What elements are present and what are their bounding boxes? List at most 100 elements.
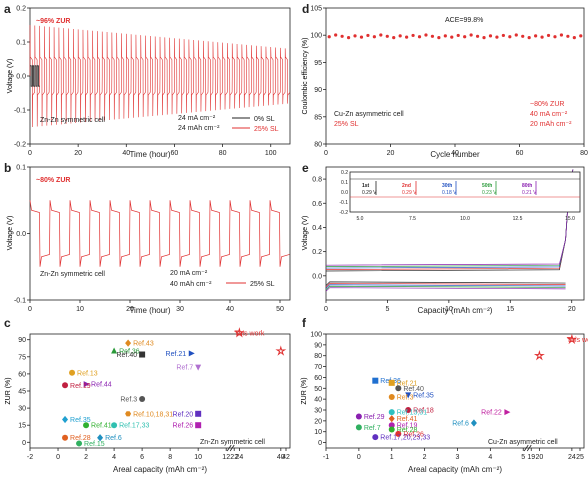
data-point [450, 35, 454, 39]
data-point [62, 415, 69, 424]
y-tick-label: 100 [310, 332, 322, 339]
data-point [405, 407, 412, 413]
annotation-zur: ~96% ZUR [36, 18, 70, 25]
point-label: Ref.19 [70, 383, 91, 390]
data-point [275, 345, 287, 356]
point-label: Ref.40 [116, 352, 137, 359]
x-tick-label: 0 [357, 454, 361, 461]
data-point [125, 339, 132, 347]
panel-e-frame [325, 166, 585, 301]
data-point [417, 35, 422, 39]
panel-c-frame [29, 333, 291, 449]
point-label: Ref.41 [397, 416, 418, 423]
data-point [388, 409, 395, 416]
point-label: Ref.7 [176, 365, 193, 372]
inset-y-tick-label: 0.2 [341, 170, 348, 176]
data-point [195, 422, 202, 429]
x-tick-label: 80 [219, 150, 227, 157]
inset-x-tick-label: 10.0 [460, 216, 470, 222]
point-label: Ref.3 [120, 396, 137, 403]
y-axis-label: Coulombic efficiency (%) [302, 38, 309, 115]
annotation-capacity: 40 mAh cm⁻² [170, 281, 212, 288]
y-tick-label: 0.2 [312, 249, 322, 256]
point-label: Ref.36 [119, 349, 140, 356]
data-point [76, 440, 83, 447]
x-tick-label: 20 [387, 150, 395, 157]
annotation-capacity: 20 mAh cm⁻² [530, 121, 572, 128]
x-tick-label: 3 [456, 454, 460, 461]
data-point [83, 381, 90, 388]
data-point [508, 35, 512, 39]
point-label: Ref.6 [105, 435, 122, 442]
x-tick-label: 40 [277, 454, 285, 461]
y-tick-label: 15 [18, 423, 26, 430]
data-point [395, 430, 402, 437]
data-point [195, 364, 202, 371]
data-point [388, 393, 395, 400]
data-point [388, 426, 395, 433]
y-tick-label: 45 [18, 389, 26, 396]
point-label: Ref.13 [77, 370, 98, 377]
y-axis-label: Voltage (V) [7, 59, 14, 94]
data-point [572, 35, 576, 40]
data-point [353, 34, 357, 38]
panel-label-c: c [4, 316, 11, 330]
x-tick-label: 2 [84, 454, 88, 461]
x-tick-label: 20 [568, 306, 576, 313]
x-tick-label: 20 [126, 306, 134, 313]
data-point [340, 34, 344, 38]
y-axis-label: ZUR (%) [301, 377, 308, 404]
x-axis-label: Areal capacity (mAh cm⁻²) [113, 465, 207, 474]
x-tick-label: 12 [222, 454, 230, 461]
data-point [430, 34, 435, 38]
series-25sl-line [29, 200, 290, 267]
annotation-cell: Zn-Zn symmetric cell [40, 271, 105, 278]
data-point [395, 385, 402, 392]
x-tick-label: 20 [74, 150, 82, 157]
inset-x-tick-label: 12.5 [513, 216, 523, 222]
data-point [553, 35, 557, 39]
annotation-cell: Cu-Zn asymmetric cell [334, 111, 404, 118]
annotation-current: 20 mA cm⁻² [170, 270, 208, 277]
x-tick-label: 1 [390, 454, 394, 461]
x-tick-label: 2 [423, 454, 427, 461]
series-25sl-line [29, 24, 291, 128]
y-tick-label: 95 [314, 60, 322, 67]
inset-value-label: 0.29 V [402, 190, 417, 196]
y-tick-label: 90 [314, 342, 322, 349]
x-tick-label: 24 [568, 454, 576, 461]
y-tick-label: -0.2 [14, 142, 26, 149]
y-tick-label: 10 [314, 429, 322, 436]
x-tick-label: 0 [28, 150, 32, 157]
panel-label-f: f [302, 316, 307, 330]
series-0sl-line [30, 65, 40, 87]
x-tick-label: 20 [535, 454, 543, 461]
y-tick-label: 105 [310, 6, 322, 13]
point-label: Ref.26 [173, 423, 194, 430]
y-tick-label: 0.1 [16, 165, 26, 172]
data-point [388, 415, 395, 423]
x-tick-label: 24 [235, 454, 243, 461]
data-point [346, 35, 351, 40]
y-tick-label: 50 [314, 386, 322, 393]
inset-cycle-label: 80th [522, 183, 532, 189]
data-point [388, 379, 395, 386]
x-axis-label: Cycle number [430, 150, 480, 159]
x-tick-label: 10 [194, 454, 202, 461]
panel-label-a: a [4, 2, 11, 16]
point-label: This work [567, 337, 588, 344]
y-axis-label: Voltage (V) [7, 216, 14, 251]
data-point [534, 34, 538, 38]
x-tick-label: 6 [140, 454, 144, 461]
data-point [405, 35, 409, 39]
y-tick-label: 0.0 [16, 74, 26, 81]
y-tick-label: 0 [22, 440, 26, 447]
y-tick-label: 100 [310, 33, 322, 40]
point-label: Ref.28 [70, 435, 91, 442]
annotation-ace: ACE=99.8% [445, 17, 483, 24]
point-label: Ref.28 [397, 427, 418, 434]
inset-frame [349, 171, 581, 213]
data-point [125, 411, 132, 417]
point-label: Ref.40 [403, 386, 424, 393]
